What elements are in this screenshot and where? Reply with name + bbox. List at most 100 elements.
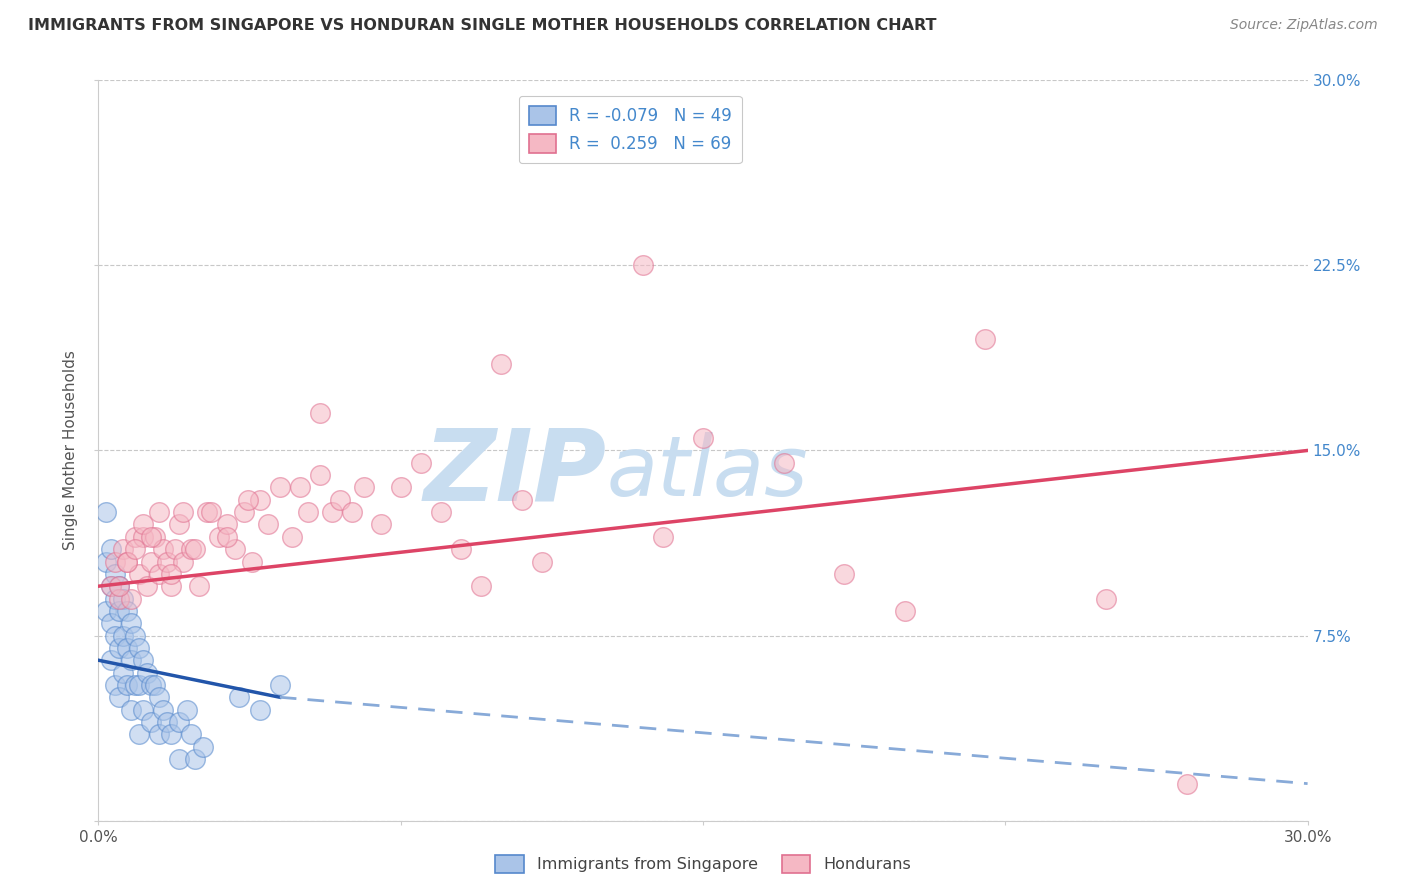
Point [389,480,412,494]
Point [143,530,166,544]
Point [100,542,122,557]
Point [180,542,202,557]
Point [832,566,855,581]
Point [370,517,392,532]
Point [651,530,673,544]
Point [217,530,239,544]
Point [530,554,553,569]
Legend: R = -0.079   N = 49, R =  0.259   N = 69: R = -0.079 N = 49, R = 0.259 N = 69 [519,96,742,163]
Point [1175,776,1198,791]
Point [321,505,343,519]
Point [100,579,122,593]
Point [200,505,222,519]
Point [195,505,218,519]
Point [240,554,263,569]
Point [132,517,155,532]
Text: Source: ZipAtlas.com: Source: ZipAtlas.com [1230,18,1378,32]
Point [124,628,146,642]
Point [160,727,183,741]
Point [974,332,997,346]
Point [111,665,134,680]
Point [124,678,146,692]
Text: atlas: atlas [606,432,808,513]
Point [107,579,129,593]
Point [103,591,125,606]
Point [115,604,138,618]
Point [128,678,150,692]
Point [115,678,138,692]
Point [236,492,259,507]
Point [353,480,375,494]
Point [176,703,198,717]
Point [188,579,211,593]
Point [148,727,170,741]
Point [224,542,246,557]
Point [107,579,129,593]
Point [103,554,125,569]
Point [329,492,352,507]
Point [160,579,183,593]
Point [139,530,162,544]
Point [107,690,129,705]
Point [148,505,170,519]
Text: ZIP: ZIP [423,425,606,521]
Point [120,616,142,631]
Point [309,407,332,421]
Point [107,640,129,655]
Point [135,665,157,680]
Point [115,640,138,655]
Point [281,530,304,544]
Point [228,690,250,705]
Point [120,653,142,667]
Point [143,678,166,692]
Point [139,678,162,692]
Point [148,566,170,581]
Point [132,703,155,717]
Point [152,542,174,557]
Point [163,542,186,557]
Point [111,591,134,606]
Point [100,579,122,593]
Point [180,727,202,741]
Point [217,517,239,532]
Point [269,678,291,692]
Point [184,542,207,557]
Point [309,468,332,483]
Point [135,579,157,593]
Y-axis label: Single Mother Households: Single Mother Households [63,351,79,550]
Point [107,604,129,618]
Point [208,530,231,544]
Point [491,357,513,371]
Point [249,492,271,507]
Point [172,505,194,519]
Point [249,703,271,717]
Point [184,752,207,766]
Point [100,653,122,667]
Point [772,456,794,470]
Text: IMMIGRANTS FROM SINGAPORE VS HONDURAN SINGLE MOTHER HOUSEHOLDS CORRELATION CHART: IMMIGRANTS FROM SINGAPORE VS HONDURAN SI… [28,18,936,33]
Point [450,542,472,557]
Legend: Immigrants from Singapore, Hondurans: Immigrants from Singapore, Hondurans [489,848,917,880]
Point [103,678,125,692]
Point [132,530,155,544]
Point [120,591,142,606]
Point [288,480,311,494]
Point [107,591,129,606]
Point [139,554,162,569]
Point [232,505,254,519]
Point [167,517,190,532]
Point [409,456,432,470]
Point [124,542,146,557]
Point [156,554,179,569]
Point [430,505,453,519]
Point [510,492,533,507]
Point [167,752,190,766]
Point [269,480,291,494]
Point [111,628,134,642]
Point [156,714,179,729]
Point [172,554,194,569]
Point [115,554,138,569]
Point [139,714,162,729]
Point [124,530,146,544]
Point [167,714,190,729]
